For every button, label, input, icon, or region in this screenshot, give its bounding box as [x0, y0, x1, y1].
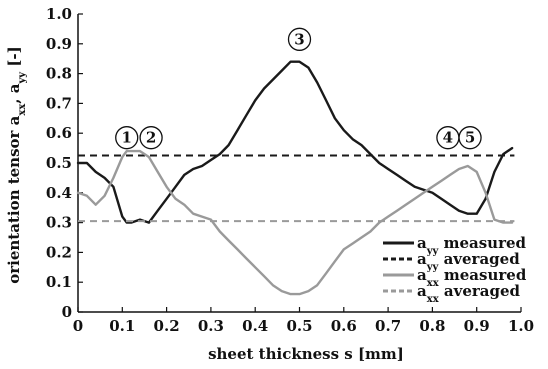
x-tick-label: 0.1 [109, 317, 135, 335]
legend-entry-1: ayy measured [417, 234, 527, 257]
annotation-circle [287, 27, 312, 51]
legend-entry-sub: yy [426, 246, 440, 257]
y-axis-title-sub1: xx [17, 103, 28, 116]
legend-entry-tail: measured [438, 234, 526, 252]
annotation-label: 4 [443, 129, 453, 147]
series-line-3 [76, 149, 514, 296]
y-tick-label: 0.1 [46, 273, 72, 291]
y-tick-label: 1.0 [46, 5, 72, 23]
annotation-label: 5 [465, 129, 475, 147]
legend-entry-sub: xx [427, 278, 440, 289]
x-tick-label: 0 [73, 317, 83, 335]
x-tick-label: 0.2 [154, 317, 180, 335]
legend-entry-3: axx measured [417, 266, 527, 289]
legend-entry-main: a [417, 250, 427, 268]
annotation-circle [139, 126, 163, 150]
y-tick-label: 0.5 [46, 154, 72, 172]
annotation-circle [115, 126, 139, 150]
legend-entry-sub: xx [427, 294, 440, 305]
x-tick-label: 0.6 [331, 317, 357, 335]
legend-entry-sub: yy [426, 262, 440, 273]
y-tick-label: 0.8 [46, 65, 72, 83]
y-axis-title-main: orientation tensor a [5, 115, 23, 283]
y-axis-title-sub2: yy [17, 71, 28, 85]
y-tick-label: 0.3 [46, 214, 72, 232]
x-tick-label: 0.8 [419, 317, 445, 335]
y-tick-label: 0.7 [46, 94, 72, 112]
x-tick-label: 0.9 [464, 317, 490, 335]
y-axis-title: orientation tensor axx, ayy [-] [5, 46, 28, 284]
legend-entry-tail: measured [439, 266, 527, 284]
annotation-circle [458, 126, 482, 150]
y-tick-label: 0.4 [46, 184, 72, 202]
legend-entry-2: ayy averaged [417, 250, 520, 273]
y-tick-label: 0 [62, 303, 72, 321]
x-tick-label: 0.4 [242, 317, 268, 335]
legend-entry-tail: averaged [438, 250, 520, 268]
annotation-label: 3 [294, 30, 304, 48]
y-axis-title-sep: , a [5, 83, 23, 103]
legend-entry-main: a [417, 282, 427, 300]
annotation-label: 2 [146, 129, 156, 147]
legend-entry-main: a [417, 266, 427, 284]
x-tick-label: 0.7 [375, 317, 401, 335]
plot-area: 0 0.1 0.2 0.3 0.4 0.5 0.6 0.7 0.8 0.9 1.0 0 0.1 0.2 0.… [46, 5, 534, 335]
annotation-label: 1 [122, 129, 132, 147]
y-axis-title-tail: [-] [5, 46, 23, 72]
x-tick-label: 0.3 [198, 317, 224, 335]
y-tick-label: 0.6 [46, 124, 72, 142]
y-tick-label: 0.2 [46, 243, 72, 261]
legend-entry-4: axx averaged [417, 282, 521, 305]
legend-entry-tail: averaged [439, 282, 521, 300]
x-tick-label: 1.0 [508, 317, 534, 335]
x-tick-label: 0.5 [286, 317, 312, 335]
x-axis-title: sheet thickness s [mm] [208, 345, 404, 363]
y-tick-label: 0.9 [46, 35, 72, 53]
legend-entry-main: a [417, 234, 427, 252]
